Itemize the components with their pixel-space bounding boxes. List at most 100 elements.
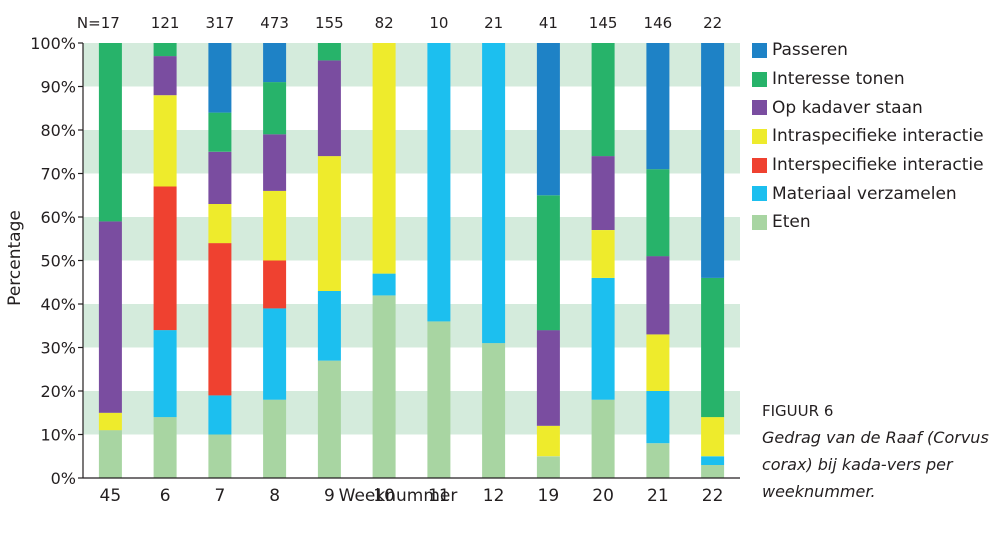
legend-item: Op kadaver staan xyxy=(752,93,984,122)
x-tick-label: 11 xyxy=(428,486,450,506)
legend-swatch xyxy=(752,214,767,230)
bar-segment xyxy=(701,417,725,457)
legend-label: Eten xyxy=(772,212,811,233)
bar-segment xyxy=(263,260,287,309)
x-axis-label: Weeknummer xyxy=(339,486,458,506)
figure-caption: FIGUUR 6 Gedrag van de Raaf (Corvus cora… xyxy=(762,398,994,505)
sample-size-label: 21 xyxy=(484,14,503,32)
bar-segment xyxy=(153,417,177,478)
bar-segment xyxy=(317,291,341,361)
grid-band xyxy=(83,391,740,435)
y-axis: 0% 10% 20% 30% 40% 50% 60% 70% 80% 90% 100% xyxy=(30,34,84,488)
y-tick-label: 40% xyxy=(40,295,76,314)
x-tick-label: 12 xyxy=(483,486,505,506)
y-axis-label: Percentage xyxy=(5,210,25,306)
bar-segment xyxy=(591,399,615,478)
bar-segment xyxy=(646,443,670,478)
bars xyxy=(98,43,725,479)
x-tick-label: 8 xyxy=(269,486,280,506)
bar-segment xyxy=(208,243,232,396)
sample-size-label: 317 xyxy=(206,14,235,32)
x-tick-label: 10 xyxy=(373,486,395,506)
sample-size-label: 22 xyxy=(703,14,722,32)
sample-size-label: 155 xyxy=(315,14,344,32)
bar-segment xyxy=(646,43,670,170)
bar-segment xyxy=(701,43,725,278)
bar-segment xyxy=(536,456,560,479)
bar-segment xyxy=(482,43,506,344)
sample-size-label: 41 xyxy=(539,14,558,32)
bar-segment xyxy=(263,43,287,83)
bar-segment xyxy=(317,43,341,61)
y-tick-label: 70% xyxy=(40,165,76,184)
bar-segment xyxy=(591,277,615,400)
legend-swatch xyxy=(752,186,767,202)
bar-segment xyxy=(98,412,122,431)
bar-segment xyxy=(427,43,451,322)
bar-segment xyxy=(208,43,232,113)
legend-item: Interspecifieke interactie xyxy=(752,151,984,180)
y-tick-label: 30% xyxy=(40,339,76,358)
y-tick-label: 10% xyxy=(40,426,76,445)
legend-label: Interspecifieke interactie xyxy=(772,155,984,176)
bar-segment xyxy=(98,430,122,478)
bar-segment xyxy=(98,221,122,413)
x-axis: 45 6 7 8 9 10 11 12 19 20 21 22 xyxy=(83,477,740,506)
bar-segment xyxy=(482,343,506,478)
y-tick-label: 100% xyxy=(30,34,76,53)
x-tick-label: 45 xyxy=(100,486,122,506)
legend-swatch xyxy=(752,71,767,87)
y-tick-label: 0% xyxy=(51,469,76,488)
grid-band xyxy=(83,43,740,87)
bar-segment xyxy=(536,195,560,331)
grid-bands xyxy=(83,43,740,435)
bar-segment xyxy=(153,56,177,96)
sample-size-label: 121 xyxy=(151,14,180,32)
bar-segment xyxy=(536,425,560,457)
x-tick-label: 20 xyxy=(592,486,614,506)
y-tick-label: 50% xyxy=(40,252,76,271)
bar-segment xyxy=(372,43,396,274)
legend-label: Op kadaver staan xyxy=(772,97,923,118)
figure-description: Gedrag van de Raaf (Corvus corax) bij ka… xyxy=(762,428,989,501)
grid-band xyxy=(83,130,740,174)
legend-label: Intraspecifieke interactie xyxy=(772,126,984,147)
bar-segment xyxy=(646,391,670,444)
sample-size-label: 146 xyxy=(644,14,673,32)
bar-segment xyxy=(701,464,725,478)
bar-segment xyxy=(317,360,341,478)
bar-segment xyxy=(153,95,177,187)
bar-segment xyxy=(208,434,232,478)
sample-size-label: 473 xyxy=(260,14,289,32)
bar-segment xyxy=(317,60,341,157)
x-tick-label: 21 xyxy=(647,486,669,506)
bar-segment xyxy=(701,456,725,465)
grid-band xyxy=(83,304,740,348)
legend: Passeren Interesse tonen Op kadaver staa… xyxy=(752,36,984,237)
bar-segment xyxy=(701,277,725,418)
legend-item: Passeren xyxy=(752,36,984,65)
legend-label: Interesse tonen xyxy=(772,69,905,90)
bar-segment xyxy=(372,295,396,478)
bar-segment xyxy=(591,156,615,230)
bar-segment xyxy=(646,256,670,335)
bar-segment xyxy=(153,43,177,57)
bar-segment xyxy=(646,334,670,391)
sample-size-label: N=17 xyxy=(77,14,120,32)
bar-segment xyxy=(98,43,122,222)
bar-segment xyxy=(263,134,287,191)
bar-segment xyxy=(427,321,451,478)
sample-size-label: 145 xyxy=(589,14,618,32)
bar-segment xyxy=(536,330,560,426)
legend-item: Interesse tonen xyxy=(752,65,984,94)
x-tick-label: 9 xyxy=(324,486,335,506)
bar-segment xyxy=(153,330,177,418)
bar-segment xyxy=(536,43,560,196)
legend-swatch xyxy=(752,100,767,116)
legend-swatch xyxy=(752,128,767,144)
y-tick-label: 20% xyxy=(40,382,76,401)
legend-label: Passeren xyxy=(772,40,848,61)
bar-segment xyxy=(208,112,232,152)
legend-label: Materiaal verzamelen xyxy=(772,183,957,204)
